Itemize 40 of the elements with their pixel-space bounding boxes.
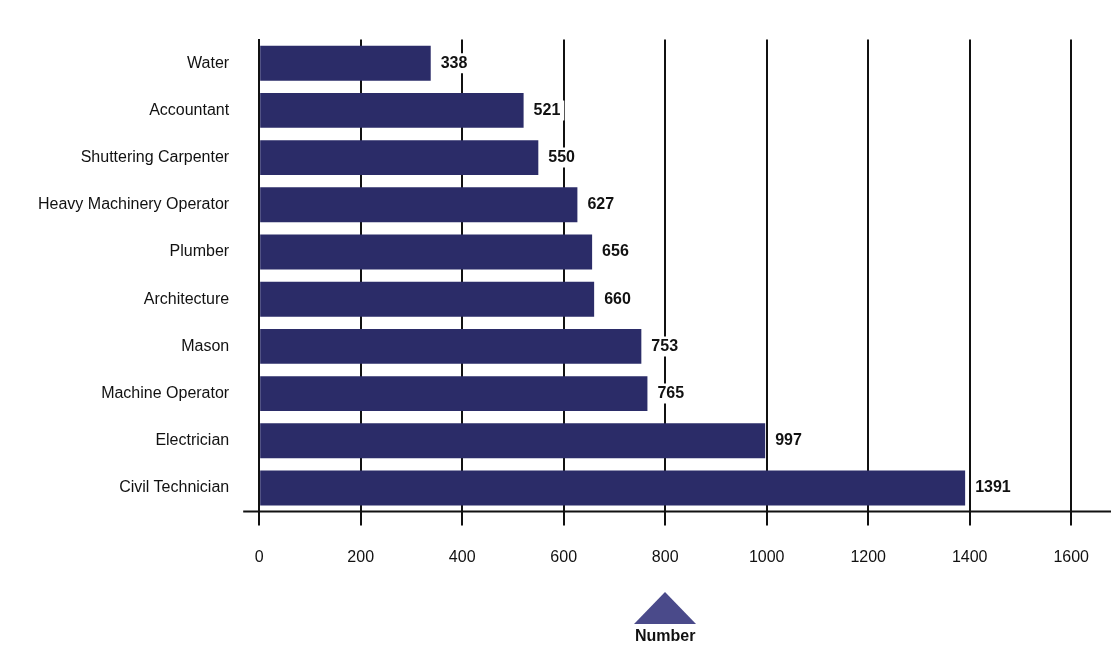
x-tick-label: 1200 [850,547,887,565]
x-axis-title: Number [634,626,696,644]
y-tick-label: Civil Technician [119,478,230,496]
x-tick-label: 0 [254,547,264,565]
bar [260,376,648,412]
x-tick-label: 1600 [1053,547,1090,565]
data-label: 753 [651,336,679,354]
y-tick-label: Mason [181,336,230,354]
x-tick-label: 600 [550,547,578,565]
data-label: 521 [533,100,561,118]
y-tick-label: Heavy Machinery Operator [38,195,230,213]
y-tick-label: Plumber [169,242,230,260]
data-label: 338 [440,53,468,71]
bar [260,234,593,270]
bar [260,140,539,176]
y-tick-label: Electrician [155,431,230,449]
y-tick-label: Water [187,53,230,71]
x-tick-label: 800 [651,547,679,565]
bar [260,92,524,128]
y-tick-label: Shuttering Carpenter [80,148,230,166]
bar [260,187,578,223]
data-label: 997 [775,431,802,449]
x-tick-label: 400 [448,547,476,565]
bar [260,328,642,364]
x-tick-label: 200 [347,547,375,565]
data-label: 656 [602,242,629,260]
data-label: 660 [604,289,631,307]
y-tick-label: Architecture [143,289,230,307]
x-tick-label: 1400 [951,547,988,565]
data-label: 550 [548,148,576,166]
bar [260,281,595,317]
bar [260,423,766,459]
bar [260,470,966,506]
y-tick-label: Machine Operator [101,384,230,402]
x-tick-label: 1000 [748,547,785,565]
y-tick-label: Accountant [149,100,230,118]
data-label: 765 [657,384,685,402]
data-label: 627 [587,195,615,213]
bar [260,45,431,81]
data-label: 1391 [975,478,1011,496]
